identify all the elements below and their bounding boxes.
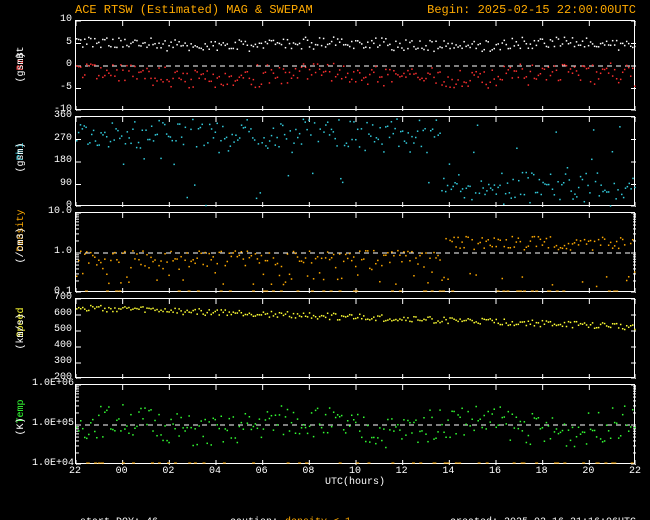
x-axis-label: UTC(hours) (325, 477, 385, 488)
ytick-phi-1: 90 (32, 179, 72, 189)
ytick-mag-4: 10 (32, 15, 72, 25)
xtick-12: 22 (629, 466, 641, 477)
ytick-density-2: 10.0 (32, 207, 72, 217)
ytick-phi-2: 180 (32, 156, 72, 166)
ytick-mag-1: -5 (32, 83, 72, 93)
xtick-0: 22 (69, 466, 81, 477)
panel-phi (75, 116, 635, 206)
ylabel-temp-1: (K) (16, 417, 27, 435)
xtick-2: 02 (162, 466, 174, 477)
xtick-1: 00 (116, 466, 128, 477)
panel-temp (75, 384, 635, 464)
plot-phi (76, 117, 636, 207)
plot-mag (76, 21, 636, 111)
ytick-phi-3: 270 (32, 134, 72, 144)
ytick-speed-2: 400 (32, 341, 72, 351)
ytick-temp-2: 1.0E+06 (32, 379, 72, 389)
xtick-6: 10 (349, 466, 361, 477)
ytick-temp-0: 1.0E+04 (32, 459, 72, 469)
ytick-density-1: 1.0 (32, 247, 72, 257)
ylabel-phi-1: (gsm) (16, 142, 27, 172)
panel-density (75, 212, 635, 292)
ytick-phi-4: 360 (32, 111, 72, 121)
xtick-7: 12 (396, 466, 408, 477)
xtick-11: 20 (582, 466, 594, 477)
xtick-10: 18 (536, 466, 548, 477)
plot-temp (76, 385, 636, 465)
ylabel-mag-2: (gsm) (16, 52, 27, 82)
xtick-8: 14 (442, 466, 454, 477)
ytick-speed-4: 600 (32, 309, 72, 319)
chart-title: ACE RTSW (Estimated) MAG & SWEPAM (75, 3, 313, 17)
chart-begin-time: Begin: 2025-02-15 22:00:00UTC (427, 3, 636, 17)
panel-speed (75, 298, 635, 378)
xtick-3: 04 (209, 466, 221, 477)
ytick-speed-5: 700 (32, 293, 72, 303)
panel-mag (75, 20, 635, 110)
ytick-temp-1: 1.0E+05 (32, 419, 72, 429)
xtick-9: 16 (489, 466, 501, 477)
ytick-mag-3: 5 (32, 38, 72, 48)
plot-speed (76, 299, 636, 379)
ylabel-speed-1: (km/s) (16, 313, 27, 349)
ytick-mag-2: 0 (32, 60, 72, 70)
xtick-5: 08 (302, 466, 314, 477)
ylabel-density-1: (/cm3) (16, 227, 27, 263)
ytick-speed-1: 300 (32, 357, 72, 367)
plot-density (76, 213, 636, 293)
xtick-4: 06 (256, 466, 268, 477)
chart-root: ACE RTSW (Estimated) MAG & SWEPAM Begin: … (0, 0, 650, 520)
ytick-speed-3: 500 (32, 325, 72, 335)
